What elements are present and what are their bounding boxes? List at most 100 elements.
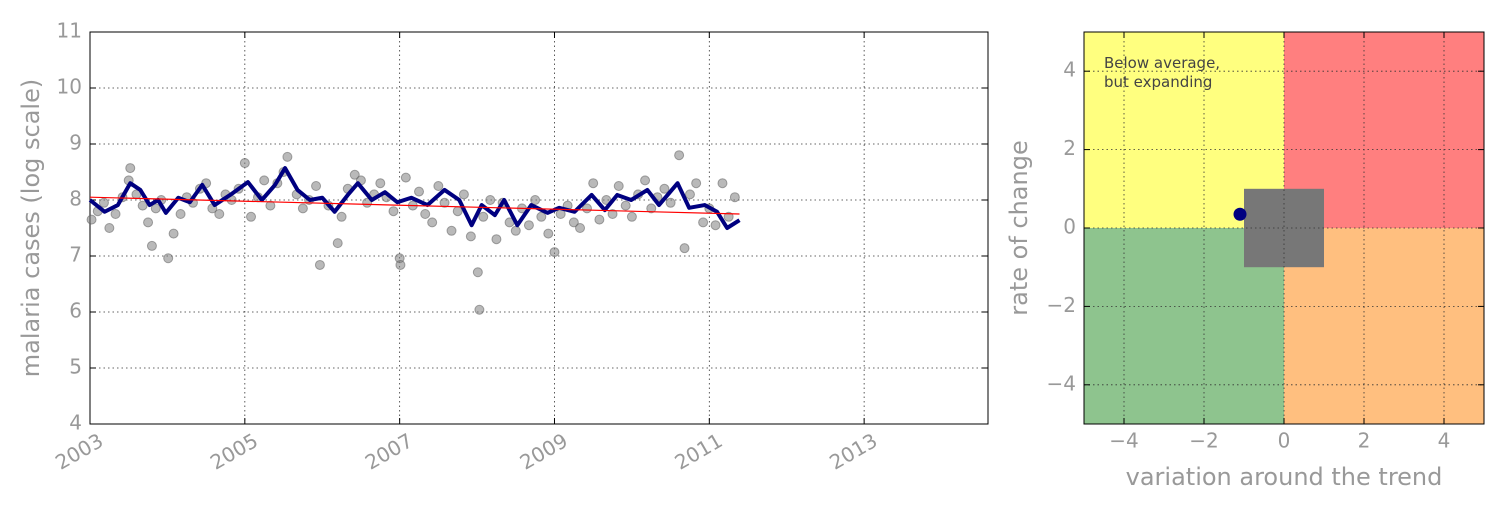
plot-frame [1083, 31, 1485, 425]
y-tick-label: 9 [69, 131, 82, 155]
y-tick-label: 4 [69, 411, 82, 435]
scatter-point [523, 220, 534, 231]
y-tick-label: 11 [57, 19, 82, 43]
region [1244, 188, 1324, 268]
x-tick-label: 2011 [670, 428, 726, 474]
y-tick-label: 5 [69, 355, 82, 379]
scatter-point [620, 200, 631, 211]
x-tick-label: 2005 [206, 428, 262, 474]
scatter-point [336, 211, 347, 222]
scatter-point [259, 175, 270, 186]
y-tick-label: 2 [1063, 136, 1076, 160]
x-tick-label: 2 [1358, 429, 1371, 453]
scatter-point [594, 214, 605, 225]
x-axis-label: variation around the trend [1126, 463, 1443, 491]
scatter-point [125, 163, 136, 174]
scatter-point [543, 228, 554, 239]
scatter-point [510, 225, 521, 236]
scatter-point [588, 178, 599, 189]
scatter-point [150, 203, 161, 214]
scatter-point [665, 197, 676, 208]
y-tick-label: 6 [69, 299, 82, 323]
scatter-point [452, 206, 463, 217]
scatter-point [474, 304, 485, 315]
x-tick-label: 0 [1278, 429, 1291, 453]
scatter-point [575, 223, 586, 233]
y-tick-label: 10 [57, 75, 82, 99]
scatter-point [446, 225, 457, 236]
scatter-point [146, 240, 157, 251]
y-axis-label: malaria cases (log scale) [17, 79, 45, 377]
x-tick-label: 4 [1438, 429, 1451, 453]
y-tick-label: 7 [69, 243, 82, 267]
scatter-point [362, 197, 373, 208]
scatter-point [175, 209, 186, 219]
x-tick-label: 2003 [51, 428, 107, 474]
scatter-point [710, 220, 721, 231]
y-tick-label: 0 [1063, 215, 1076, 239]
annotation: Below average, [1104, 54, 1220, 72]
y-axis-label: rate of change [1005, 140, 1033, 315]
x-tick-label: 2013 [825, 428, 881, 474]
scatter-point [332, 238, 343, 249]
scatter-point [395, 259, 406, 270]
y-tick-label: 4 [1063, 58, 1076, 82]
scatter-point [214, 209, 225, 219]
scatter-point [607, 209, 618, 219]
x-tick-label: 2009 [516, 428, 572, 474]
scatter-point [458, 189, 469, 200]
y-tick-label: −4 [1047, 371, 1076, 395]
scatter-point [427, 217, 438, 228]
scatter-point [265, 200, 276, 211]
scatter-point [549, 247, 560, 258]
scatter-point [86, 214, 97, 225]
x-tick-label: −2 [1189, 429, 1218, 453]
scatter-point [568, 217, 579, 228]
scatter-point [613, 181, 624, 191]
scatter-point [659, 183, 670, 194]
scatter-point [246, 211, 257, 222]
x-tick-label: −4 [1109, 429, 1138, 453]
scatter-point [691, 178, 702, 189]
scatter-point [375, 178, 386, 189]
scatter-point [698, 217, 709, 228]
scatter-point [137, 200, 148, 211]
scatter-point [104, 223, 115, 233]
scatter-point [674, 150, 685, 161]
scatter-point [530, 195, 541, 205]
point [1233, 207, 1247, 221]
scatter-point [485, 195, 496, 205]
scatter-point [684, 189, 695, 200]
scatter-point [472, 267, 483, 278]
plot-frame [89, 31, 989, 425]
annotation: but expanding [1104, 73, 1212, 91]
scatter-point [723, 211, 734, 222]
scatter-point [491, 234, 502, 245]
scatter-point [465, 231, 476, 242]
x-tick-label: 2007 [361, 428, 417, 474]
scatter-point [311, 181, 322, 191]
y-tick-label: 8 [69, 187, 82, 211]
scatter-point [626, 211, 637, 222]
scatter-point [400, 172, 411, 183]
scatter-point [163, 253, 174, 264]
scatter-point [98, 197, 109, 208]
scatter-point [679, 243, 690, 254]
scatter-point [110, 209, 121, 219]
scatter-point [717, 178, 728, 189]
scatter-point [478, 211, 489, 222]
scatter-point [282, 151, 293, 162]
scatter-point [239, 158, 250, 169]
scatter-point [297, 203, 308, 214]
scatter-point [314, 259, 325, 270]
scatter-point [729, 192, 740, 203]
scatter-point [414, 186, 425, 197]
line-series [89, 196, 740, 215]
scatter-point [536, 211, 547, 222]
y-tick-label: −2 [1047, 293, 1076, 317]
scatter-point [420, 209, 431, 219]
scatter-point [646, 203, 657, 214]
scatter-point [640, 175, 651, 186]
scatter-point [433, 181, 444, 191]
